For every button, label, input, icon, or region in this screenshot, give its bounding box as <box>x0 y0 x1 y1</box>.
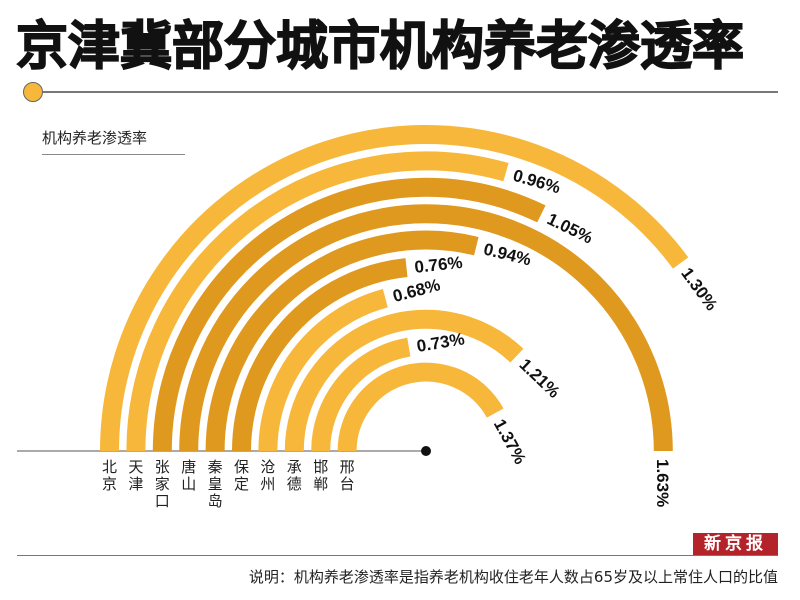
bar-天津 <box>126 151 509 452</box>
footnote: 说明：机构养老渗透率是指养老机构收住老年人数占65岁及以上常住人口的比值 <box>248 568 778 586</box>
subtitle-divider <box>42 154 185 155</box>
category-label: 唐山 <box>181 458 196 493</box>
category-label: 邯郸 <box>313 458 328 493</box>
category-label: 张家口 <box>155 458 170 510</box>
bar-唐山 <box>179 204 673 452</box>
category-label: 沧州 <box>260 458 275 493</box>
value-label: 1.21% <box>516 355 564 402</box>
bar-北京 <box>100 125 689 452</box>
chart-subtitle: 机构养老渗透率 <box>42 129 148 147</box>
bar-邯郸 <box>311 337 411 452</box>
value-label: 1.30% <box>677 264 721 314</box>
footer-divider <box>17 555 778 556</box>
category-label: 承德 <box>287 458 302 493</box>
bar-邢台 <box>337 362 504 452</box>
bar-秦皇岛 <box>205 230 479 452</box>
bar-沧州 <box>258 289 388 452</box>
value-label: 1.37% <box>490 416 530 467</box>
category-label: 天津 <box>128 458 143 493</box>
bar-张家口 <box>152 177 546 452</box>
category-label: 邢台 <box>340 458 355 493</box>
bar-承德 <box>284 309 524 452</box>
title-bullet-icon <box>23 82 43 102</box>
category-label: 秦皇岛 <box>208 458 223 510</box>
category-label: 保定 <box>234 458 249 493</box>
chart-center-dot <box>421 446 431 456</box>
value-label: 1.63% <box>653 459 672 507</box>
publisher-logo: 新京报 <box>693 533 778 555</box>
title-divider <box>43 91 778 93</box>
value-label: 0.76% <box>413 253 463 277</box>
value-label: 0.68% <box>391 275 442 306</box>
bar-保定 <box>232 258 408 452</box>
category-label: 北京 <box>102 458 117 493</box>
value-label: 0.73% <box>415 329 466 356</box>
page-title: 京津冀部分城市机构养老渗透率 <box>15 16 745 78</box>
